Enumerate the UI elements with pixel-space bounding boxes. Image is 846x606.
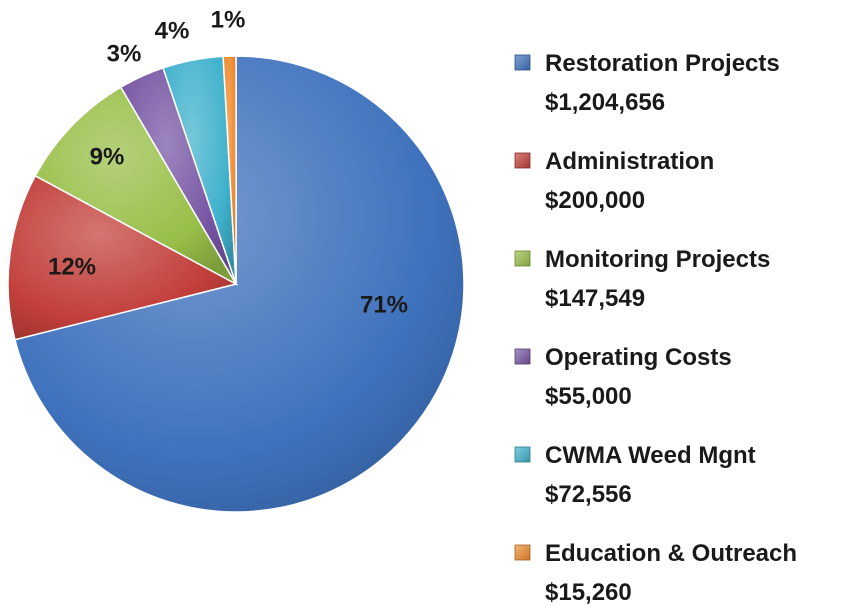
legend-item-administration: Administration $200,000 xyxy=(514,148,714,214)
percent-label-education-and-outreach: 1% xyxy=(211,6,246,33)
percent-label-operating-costs: 3% xyxy=(107,40,142,67)
pie-slice-administration xyxy=(7,174,239,341)
legend-swatch-administration xyxy=(514,152,531,169)
legend-label-monitoring-projects: Monitoring Projects xyxy=(545,246,770,273)
legend-label-operating-costs: Operating Costs xyxy=(545,344,732,371)
legend: Restoration Projects $1,204,656 Administra… xyxy=(514,50,797,606)
pie-slice-education-and-outreach xyxy=(222,55,237,285)
legend-amount-cwma-weed-mgnt: $72,556 xyxy=(545,481,632,508)
legend-amount-administration: $200,000 xyxy=(545,187,645,214)
legend-swatch-operating-costs xyxy=(514,348,531,365)
legend-swatch-monitoring-projects xyxy=(514,250,531,267)
percent-label-monitoring-projects: 9% xyxy=(90,143,125,170)
legend-item-education-and-outreach: Education & Outreach $15,260 xyxy=(514,540,797,606)
legend-item-monitoring-projects: Monitoring Projects $147,549 xyxy=(514,246,770,312)
legend-swatch-cwma-weed-mgnt xyxy=(514,446,531,463)
pie-slice-monitoring-projects xyxy=(34,86,238,286)
legend-amount-operating-costs: $55,000 xyxy=(545,383,632,410)
legend-amount-monitoring-projects: $147,549 xyxy=(545,285,645,312)
pie-slices xyxy=(7,55,465,513)
legend-item-cwma-weed-mgnt: CWMA Weed Mgnt $72,556 xyxy=(514,442,756,508)
pie-slice-restoration-projects xyxy=(13,55,465,513)
legend-label-restoration-projects: Restoration Projects xyxy=(545,50,780,77)
legend-swatch-education-and-outreach xyxy=(514,544,531,561)
percent-label-cwma-weed-mgnt: 4% xyxy=(155,17,190,44)
legend-item-restoration-projects: Restoration Projects $1,204,656 xyxy=(514,50,780,116)
legend-label-administration: Administration xyxy=(545,148,714,175)
legend-label-education-and-outreach: Education & Outreach xyxy=(545,540,797,567)
legend-swatch-restoration-projects xyxy=(514,54,531,71)
percent-label-administration: 12% xyxy=(48,253,96,280)
percent-label-restoration-projects: 71% xyxy=(360,291,408,318)
legend-item-operating-costs: Operating Costs $55,000 xyxy=(514,344,732,410)
legend-label-cwma-weed-mgnt: CWMA Weed Mgnt xyxy=(545,442,756,469)
legend-amount-restoration-projects: $1,204,656 xyxy=(545,89,665,116)
pie-percent-labels: 71% 12% 9% 3% 4% 1% xyxy=(48,6,408,318)
legend-amount-education-and-outreach: $15,260 xyxy=(545,579,632,606)
